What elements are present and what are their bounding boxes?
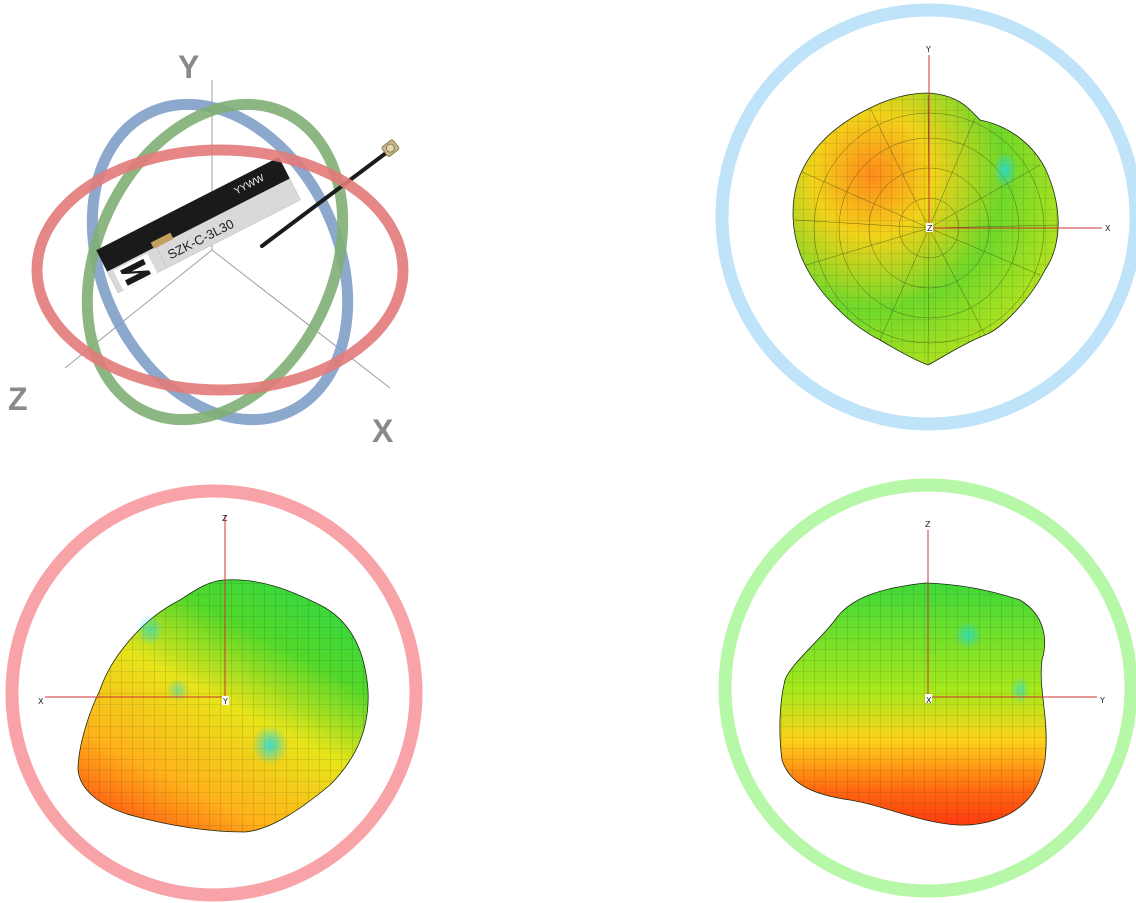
- axis-label-y: Y: [178, 49, 199, 85]
- pattern2-axis-y: Y: [222, 697, 228, 706]
- pattern3-axis-y: Y: [1099, 696, 1105, 705]
- pattern2-axis-x: X: [38, 697, 44, 706]
- pattern1-axis-z: Z: [927, 224, 933, 233]
- antenna-axes-illustration: SZK-C-3L30 YYWW Y Z X: [8, 49, 409, 449]
- pattern-view-x: Z Y X: [718, 478, 1136, 898]
- pattern-view-z: Y X Z: [715, 3, 1136, 431]
- axis-label-z: Z: [8, 381, 28, 417]
- view-ring-blue: [715, 3, 1136, 431]
- ufl-connector: [381, 139, 400, 157]
- pattern2-axis-z: Z: [222, 514, 228, 523]
- red-plane-ring: [31, 144, 409, 396]
- green-plane-ring: [81, 98, 349, 426]
- pattern1-axis-y: Y: [925, 45, 931, 54]
- pattern3-axis-x: X: [926, 696, 932, 705]
- logo-icon: [120, 258, 151, 286]
- pattern-view-y: Z X Y: [5, 484, 423, 902]
- view-ring-red: [5, 484, 423, 902]
- blue-plane-ring: [86, 98, 354, 426]
- pattern1-axis-x: X: [1105, 224, 1111, 233]
- axis-label-x: X: [372, 413, 394, 449]
- view-ring-green: [718, 478, 1136, 898]
- pattern3-axis-z: Z: [925, 520, 931, 529]
